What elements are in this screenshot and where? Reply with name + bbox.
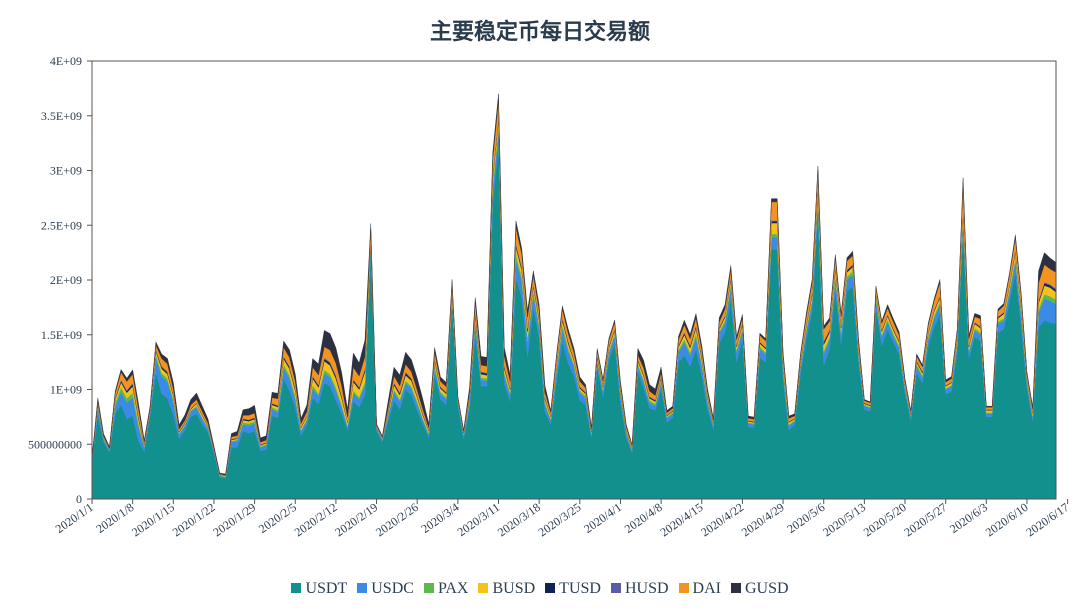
legend-item-gusd: GUSD (730, 580, 789, 598)
legend-item-usdt: USDT (291, 580, 347, 598)
x-tick-label: 2020/3/18 (495, 500, 543, 539)
legend-item-tusd: TUSD (545, 580, 601, 598)
chart-title: 主要稳定币每日交易额 (429, 20, 650, 45)
x-tick-label: 2020/4/15 (658, 500, 706, 539)
x-tick-label: 2020/1/29 (210, 500, 258, 539)
legend-label: DAI (692, 580, 721, 597)
x-tick-label: 2020/2/26 (373, 500, 421, 539)
x-tick-label: 2020/4/22 (698, 500, 746, 539)
x-tick-label: 2020/1/1 (53, 500, 96, 536)
legend-label: USDC (371, 580, 414, 597)
y-tick-label: 1E+09 (50, 383, 82, 397)
x-tick-label: 2020/3/4 (419, 500, 462, 536)
legend-item-dai: DAI (678, 580, 721, 598)
legend-label: BUSD (492, 580, 536, 597)
legend-swatch (357, 583, 368, 593)
y-tick-label: 500000000 (28, 437, 82, 451)
x-tick-label: 2020/5/20 (861, 500, 909, 539)
x-tick-label: 2020/5/27 (901, 500, 949, 539)
legend-swatch (678, 583, 689, 593)
x-tick-label: 2020/5/13 (820, 500, 868, 539)
chart-legend: USDT USDC PAX BUSD TUSD HUSD DAI GUSD (0, 580, 1080, 598)
y-tick-label: 3E+09 (50, 164, 82, 178)
x-tick-label: 2020/3/25 (536, 500, 584, 539)
legend-item-husd: HUSD (610, 580, 669, 598)
legend-swatch (545, 583, 556, 593)
x-tick-label: 2020/2/12 (292, 500, 340, 539)
x-tick-label: 2020/4/1 (581, 500, 624, 536)
x-tick-label: 2020/6/17 (1023, 500, 1071, 539)
x-tick-label: 2020/6/10 (983, 500, 1031, 539)
x-tick-label: 2020/1/22 (170, 500, 218, 539)
legend-item-pax: PAX (423, 580, 469, 598)
legend-label: USDT (305, 580, 348, 597)
y-tick-label: 2.5E+09 (41, 218, 82, 232)
legend-swatch (291, 583, 302, 593)
x-tick-label: 2020/1/15 (129, 500, 177, 539)
legend-swatch (478, 583, 489, 593)
y-tick-label: 2E+09 (50, 273, 82, 287)
y-tick-label: 0 (76, 492, 82, 506)
legend-swatch (610, 583, 621, 593)
legend-swatch (730, 583, 741, 593)
legend-label: HUSD (624, 580, 669, 597)
legend-swatch (423, 583, 434, 593)
y-tick-label: 1.5E+09 (41, 328, 82, 342)
x-tick-label: 2020/4/29 (739, 500, 787, 539)
legend-label: GUSD (744, 580, 789, 597)
x-tick-label: 2020/2/19 (332, 500, 380, 539)
x-tick-label: 2020/3/11 (455, 500, 503, 539)
legend-item-busd: BUSD (478, 580, 535, 598)
y-tick-label: 4E+09 (50, 54, 82, 68)
legend-label: PAX (437, 580, 469, 597)
y-tick-label: 3.5E+09 (41, 109, 82, 123)
legend-item-usdc: USDC (357, 580, 414, 598)
legend-label: TUSD (559, 580, 601, 597)
